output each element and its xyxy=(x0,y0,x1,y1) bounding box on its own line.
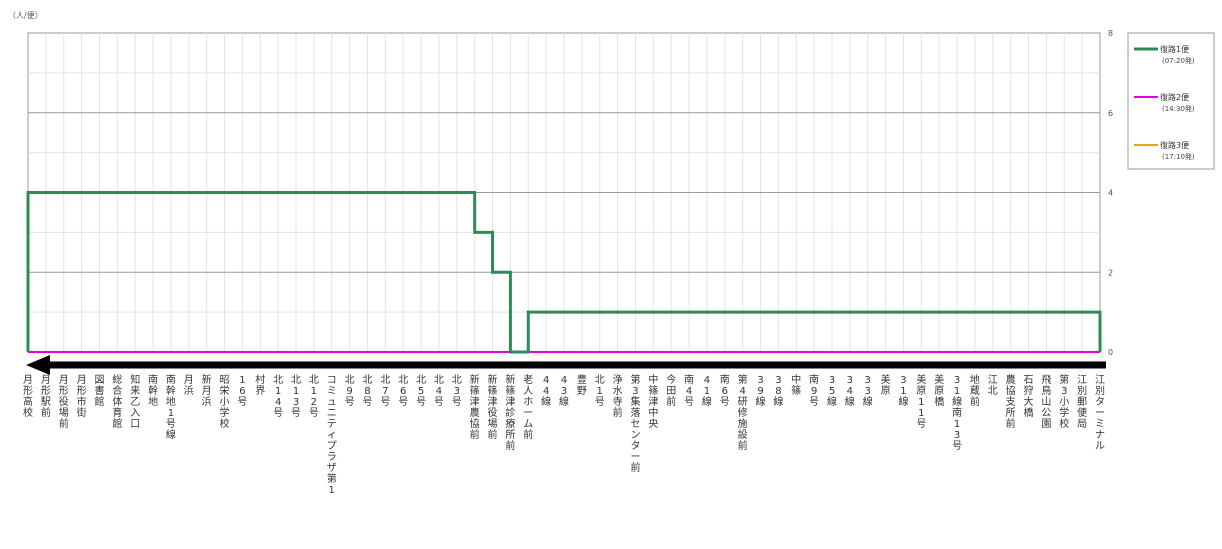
legend-entry-2: 復路2便 xyxy=(1160,92,1189,102)
x-tick-label: 豊野 xyxy=(577,373,587,397)
x-tick-label: 新篠津診療所前 xyxy=(505,373,515,452)
x-tick-label: 知来乙入口 xyxy=(130,373,140,430)
x-tick-label: 月形役場前 xyxy=(59,374,69,430)
x-tick-label: 月形高校 xyxy=(23,374,33,419)
x-tick-label: 中篠津中央 xyxy=(648,373,658,430)
x-tick-label: 浄水寺前 xyxy=(613,373,623,419)
legend-entry-time-1: (07:20発) xyxy=(1162,56,1195,65)
x-tick-label: 月形市街 xyxy=(77,374,87,419)
x-tick-label: 江別郵便局 xyxy=(1077,374,1087,430)
y-tick-label: 2 xyxy=(1108,268,1113,277)
x-tick-label: 村界 xyxy=(255,373,265,397)
x-tick-label: 南幹地 xyxy=(148,373,158,408)
x-tick-label: 月形駅前 xyxy=(41,374,51,419)
x-tick-label: 中篠 xyxy=(791,373,801,397)
legend-entry-time-3: (17:10発) xyxy=(1162,152,1195,161)
direction-arrow-head xyxy=(26,355,50,375)
x-tick-label: コミュニティプラザ第 1 xyxy=(327,375,337,496)
y-tick-label: 0 xyxy=(1108,348,1113,357)
x-tick-label: 美原橋 xyxy=(934,373,944,408)
x-tick-label: 江北 xyxy=(988,374,998,397)
x-tick-label: 飛鳥山公園 xyxy=(1041,374,1051,430)
x-tick-label: 老人ホーム前 xyxy=(523,373,533,441)
x-tick-label: 今田前 xyxy=(666,373,676,408)
y-axis-unit-label: （人/便） xyxy=(8,10,43,20)
x-tick-label: 図書館 xyxy=(94,374,104,408)
y-tick-label: 6 xyxy=(1108,109,1113,118)
x-tick-label: 農協支所前 xyxy=(1006,373,1016,430)
x-tick-label: 江別ターミナル xyxy=(1095,374,1105,452)
x-tick-label: 3 1 線南 1 3 号 xyxy=(952,375,962,452)
x-tick-label: 総合体育館 xyxy=(112,373,122,430)
x-tick-label: 新篠津農協前 xyxy=(470,373,480,441)
x-tick-label: 南幹地 1 号線 xyxy=(166,373,176,441)
y-tick-label: 8 xyxy=(1108,29,1113,38)
legend-entry-time-2: (14:30発) xyxy=(1162,104,1195,113)
x-tick-label: 月浜 xyxy=(184,374,194,397)
x-tick-label: 第 4 研修施設前 xyxy=(738,373,748,452)
x-tick-label: 新月浜 xyxy=(202,373,212,408)
legend-entry-3: 復路3便 xyxy=(1160,140,1189,150)
x-tick-label: 美原 xyxy=(881,373,891,397)
legend-entry-1: 復路1便 xyxy=(1160,44,1189,54)
y-tick-label: 4 xyxy=(1108,189,1113,198)
legend-box xyxy=(1127,32,1215,170)
x-tick-label: 美原 1 1 号 xyxy=(916,373,926,430)
x-tick-label: 新篠津役場前 xyxy=(488,373,498,441)
x-tick-label: 石狩大橋 xyxy=(1024,375,1034,419)
x-tick-label: 昭栄小学校 xyxy=(220,374,230,430)
x-tick-label: 地蔵前 xyxy=(970,373,980,408)
x-tick-label: 第 3 小学校 xyxy=(1059,373,1069,430)
x-tick-label: 第 3 集落センター前 xyxy=(630,373,640,474)
